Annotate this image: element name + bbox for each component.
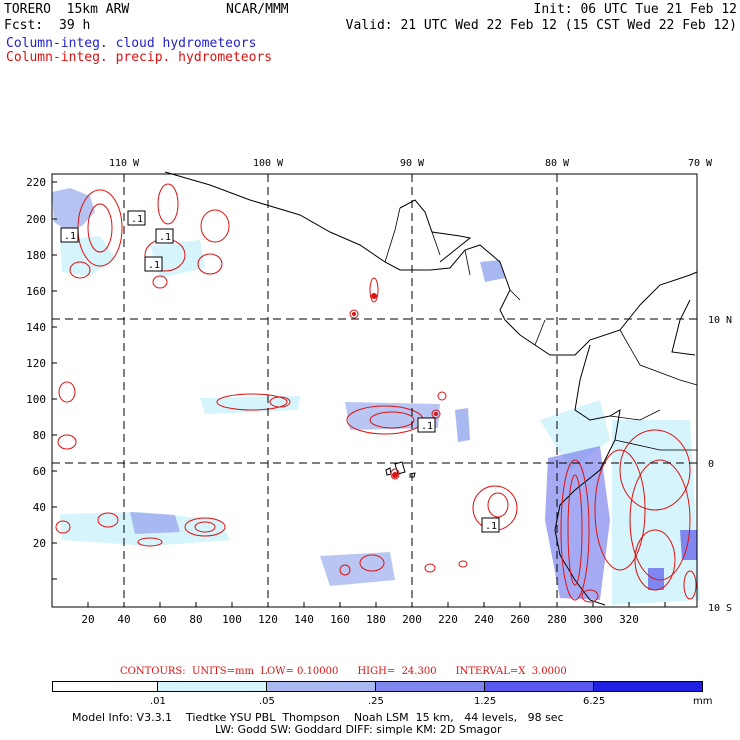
colorbar-bin (266, 681, 376, 692)
precip-cores (352, 293, 438, 478)
model-title: TORERO 15km ARW (4, 2, 130, 17)
init-time: Init: 06 UTC Tue 21 Feb 12 (533, 2, 738, 17)
colorbar-bin (157, 681, 267, 692)
lat-label: 10 N (708, 315, 732, 326)
y-tick-label: 40 (33, 501, 46, 514)
field-cloud-label: Column-integ. cloud hydrometeors (6, 36, 257, 51)
x-tick-label: 20 (81, 613, 94, 626)
org-label: NCAR/MMM (226, 2, 289, 17)
y-tick-label: 100 (26, 393, 46, 406)
y-tick-label: 80 (33, 429, 46, 442)
model-info-line1: Model Info: V3.3.1 Tiedtke YSU PBL Thomp… (72, 711, 564, 724)
lat-label: 10 S (708, 603, 732, 614)
y-tick-label: 140 (26, 321, 46, 334)
valid-time: Valid: 21 UTC Wed 22 Feb 12 (15 CST Wed … (345, 18, 737, 33)
y-tick-label: 180 (26, 249, 46, 262)
contour-label: .1 (421, 421, 433, 432)
x-tick-label: 160 (330, 613, 350, 626)
lon-label: 70 W (688, 158, 713, 169)
x-tick-label: 260 (510, 613, 530, 626)
colorbar-label: .25 (368, 696, 384, 707)
contour-label: .1 (148, 260, 160, 271)
x-tick-label: 180 (366, 613, 386, 626)
x-tick-label: 280 (547, 613, 567, 626)
y-tick-label: 20 (33, 537, 46, 550)
colorbar-bin (484, 681, 594, 692)
axis-ticks (52, 181, 666, 607)
contour-label: .1 (485, 521, 497, 532)
graticule (52, 174, 697, 607)
x-tick-label: 320 (619, 613, 639, 626)
lat-label: 0 (708, 459, 714, 470)
x-tick-label: 240 (474, 613, 494, 626)
forecast-hour: 39 h (59, 18, 91, 33)
precip-contours (55, 183, 697, 603)
lon-label: 110 W (109, 158, 140, 169)
lon-label: 100 W (253, 158, 284, 169)
colorbar-unit: mm (693, 696, 713, 707)
colorbar-bin (52, 681, 158, 692)
lon-labels: 110 W 100 W 90 W 80 W 70 W (109, 158, 713, 169)
x-tick-label: 300 (583, 613, 603, 626)
contours-info: CONTOURS: UNITS=mm LOW= 0.10000 HIGH= 24… (120, 666, 567, 677)
contour-labels: .1 .1 .1 .1 .1 .1 (60, 210, 500, 533)
lon-label: 80 W (545, 158, 570, 169)
cloud-shading (52, 188, 700, 605)
x-tick-label: 120 (258, 613, 278, 626)
plot-frame (51, 173, 698, 608)
contour-label: .1 (131, 214, 143, 225)
colorbar-label: .01 (150, 696, 166, 707)
colorbar-label: 1.25 (474, 696, 497, 707)
field-precip-label: Column-integ. precip. hydrometeors (6, 50, 273, 65)
borders (384, 207, 698, 451)
x-tick-label: 60 (153, 613, 166, 626)
y-tick-label: 60 (33, 465, 46, 478)
x-tick-label: 40 (117, 613, 130, 626)
x-tick-label: 200 (402, 613, 422, 626)
y-tick-label: 220 (26, 176, 46, 189)
x-tick-label: 100 (222, 613, 242, 626)
contour-label: .1 (159, 232, 171, 243)
model-info-line2: LW: Godd SW: Goddard DIFF: simple KM: 2D… (215, 723, 502, 736)
colorbar-label: 6.25 (583, 696, 606, 707)
y-tick-label: 160 (26, 285, 46, 298)
contour-label: .1 (64, 231, 76, 242)
x-tick-label: 80 (189, 613, 202, 626)
colorbar-bin (375, 681, 485, 692)
lon-label: 90 W (400, 158, 425, 169)
x-tick-label: 140 (294, 613, 314, 626)
colorbar-bin (593, 681, 703, 692)
forecast-label: Fcst: (4, 18, 44, 33)
y-tick-label: 200 (26, 213, 46, 226)
lat-labels: 10 N 0 10 S (708, 315, 732, 614)
colorbar-label: .05 (259, 696, 275, 707)
x-tick-label: 220 (438, 613, 458, 626)
y-tick-labels: 220 200 180 160 140 120 100 80 60 40 20 (26, 176, 46, 550)
y-tick-label: 120 (26, 357, 46, 370)
x-tick-labels: 20 40 60 80 100 120 140 160 180 200 220 … (81, 613, 639, 626)
